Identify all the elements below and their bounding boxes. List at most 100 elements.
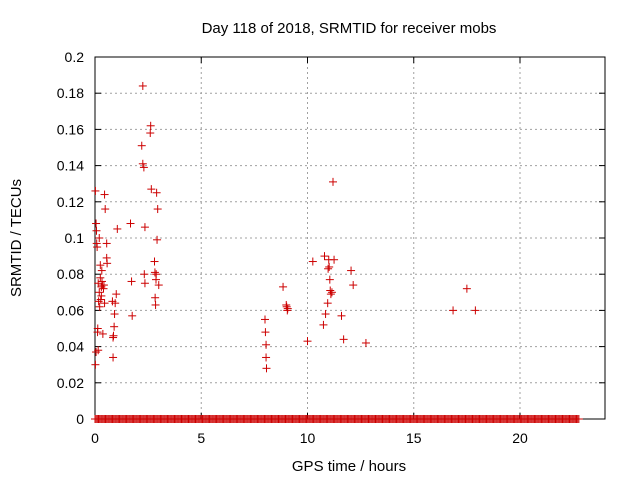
data-point xyxy=(95,234,104,242)
data-point xyxy=(92,226,101,235)
data-point xyxy=(326,286,335,295)
x-axis-label: GPS time / hours xyxy=(292,458,406,475)
data-point xyxy=(329,177,337,186)
y-axis-label: SRMTID / TECUs xyxy=(8,179,25,297)
y-tick-label: 0 xyxy=(76,411,84,427)
data-point xyxy=(326,290,335,299)
data-point xyxy=(146,129,155,138)
y-tick-label: 0.08 xyxy=(57,266,84,282)
data-point xyxy=(339,335,348,344)
data-point xyxy=(153,205,162,214)
data-point xyxy=(154,281,163,290)
data-point xyxy=(279,282,288,291)
data-point xyxy=(96,295,105,304)
data-point xyxy=(99,281,108,290)
x-tick-label: 15 xyxy=(406,430,422,446)
data-point xyxy=(93,324,102,333)
data-point xyxy=(320,252,329,261)
data-point xyxy=(96,261,105,270)
data-point xyxy=(282,302,291,311)
data-point xyxy=(95,288,104,297)
y-tick-label: 0.12 xyxy=(57,194,84,210)
grid xyxy=(95,57,605,419)
x-tick-label: 5 xyxy=(197,430,205,446)
data-point xyxy=(91,186,100,195)
data-point xyxy=(150,257,159,266)
x-tick-label: 10 xyxy=(300,430,316,446)
data-point xyxy=(471,306,480,315)
data-point xyxy=(327,288,336,297)
data-point xyxy=(262,340,271,349)
data-point xyxy=(283,304,292,313)
data-point xyxy=(462,284,471,293)
data-point xyxy=(323,299,332,308)
data-point xyxy=(324,264,333,273)
data-point xyxy=(150,268,159,277)
data-point xyxy=(101,205,110,214)
data-point xyxy=(151,293,160,302)
data-point xyxy=(262,353,271,362)
data-point xyxy=(128,311,137,320)
data-point xyxy=(349,281,358,290)
data-point xyxy=(95,302,104,311)
data-point xyxy=(140,279,149,288)
data-point xyxy=(140,270,149,279)
data-point xyxy=(139,163,148,172)
data-point xyxy=(140,223,149,232)
data-point xyxy=(91,360,100,369)
data-point xyxy=(126,219,135,228)
data-point xyxy=(308,257,317,266)
data-point xyxy=(319,320,328,329)
data-point xyxy=(325,275,334,284)
data-point xyxy=(449,306,458,315)
data-point xyxy=(137,141,146,150)
data-point xyxy=(97,266,106,275)
zero-baseline-points xyxy=(91,415,583,423)
data-point xyxy=(110,322,119,331)
y-tick-label: 0.06 xyxy=(57,302,84,318)
data-point xyxy=(147,185,156,194)
y-tick-label: 0.1 xyxy=(65,230,85,246)
y-tick-label: 0.02 xyxy=(57,375,84,391)
data-point xyxy=(330,255,339,264)
data-point xyxy=(347,266,356,275)
tick-labels: 0 0.02 0.04 0.06 0.08 0.1 0.12 0.14 0.16 0.18 0.2 0… xyxy=(57,49,528,446)
data-point xyxy=(93,243,102,252)
data-point xyxy=(109,331,118,340)
data-point xyxy=(303,337,312,346)
data-point xyxy=(112,290,121,299)
data-point xyxy=(94,346,103,355)
data-point xyxy=(138,159,147,168)
data-point xyxy=(325,262,334,271)
data-point xyxy=(262,364,271,373)
data-point xyxy=(361,338,370,347)
data-point xyxy=(152,188,161,197)
data-point xyxy=(92,219,101,228)
y-tick-label: 0.14 xyxy=(57,158,84,174)
y-tick-label: 0.04 xyxy=(57,339,84,355)
data-point xyxy=(92,348,101,357)
data-point xyxy=(337,311,346,320)
data-point xyxy=(109,353,118,362)
data-point xyxy=(146,121,155,130)
data-point xyxy=(103,259,112,268)
data-point xyxy=(321,310,330,319)
chart-title: Day 118 of 2018, SRMTID for receiver mob… xyxy=(202,20,497,37)
data-point xyxy=(96,273,105,282)
data-point xyxy=(102,239,111,248)
data-point xyxy=(261,328,270,337)
data-point xyxy=(110,310,119,319)
data-point xyxy=(100,190,109,199)
y-tick-label: 0.16 xyxy=(57,121,84,137)
data-point xyxy=(97,291,106,300)
y-tick-label: 0.2 xyxy=(65,49,85,65)
data-point xyxy=(153,235,162,244)
data-point xyxy=(127,277,136,286)
x-tick-label: 20 xyxy=(512,430,528,446)
data-point xyxy=(261,315,269,324)
data-point xyxy=(151,300,160,309)
data-point xyxy=(94,279,103,288)
data-point xyxy=(100,299,109,308)
data-point xyxy=(98,329,107,338)
